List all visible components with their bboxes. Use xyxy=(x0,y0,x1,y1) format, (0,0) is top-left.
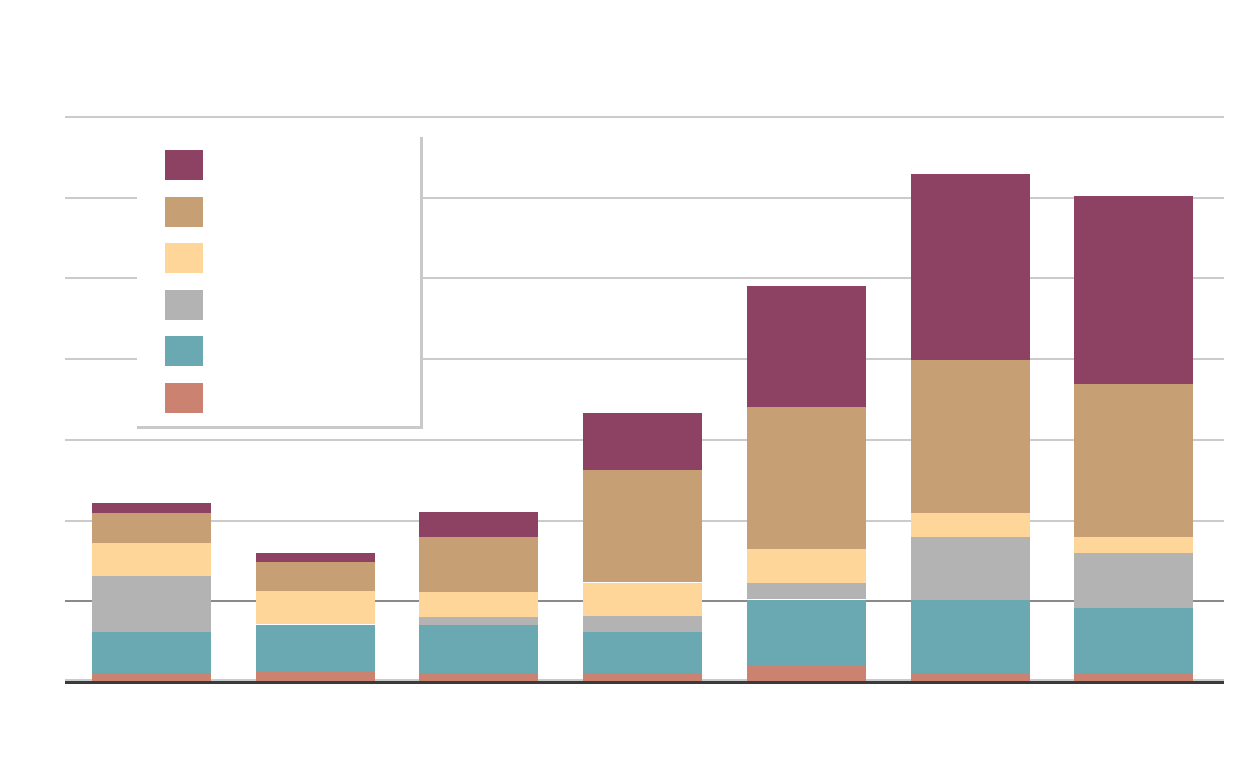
bar-segment-maroon-series xyxy=(910,174,1030,360)
stacked-bar xyxy=(746,0,866,681)
bar-segment-yellow-series xyxy=(255,591,375,625)
bar-segment-salmon-series xyxy=(1074,672,1194,681)
bar-segment-maroon-series xyxy=(419,511,539,537)
bar-segment-yellow-series xyxy=(92,543,211,577)
bar-segment-teal-series xyxy=(746,599,866,666)
bar-segment-yellow-series xyxy=(746,549,866,584)
bar-segment-tan-series xyxy=(1074,384,1194,538)
bar-segment-maroon-series xyxy=(92,503,211,514)
legend-swatch-tan-series xyxy=(165,196,203,227)
bar-segment-tan-series xyxy=(910,359,1030,514)
legend-swatch-maroon-series xyxy=(165,150,203,180)
bar-segment-salmon-series xyxy=(255,672,375,681)
bar-segment-salmon-series xyxy=(419,672,539,681)
bar-segment-maroon-series xyxy=(746,286,866,408)
bar-segment-teal-series xyxy=(419,625,539,673)
x-axis-line xyxy=(65,681,1224,684)
bar-segment-tan-series xyxy=(746,407,866,550)
bar-segment-teal-series xyxy=(255,624,375,673)
bar-segment-teal-series xyxy=(910,600,1030,673)
legend-swatch-salmon-series xyxy=(165,382,203,413)
stacked-bar xyxy=(92,0,211,681)
bar-segment-gray-series xyxy=(910,537,1030,601)
legend-swatch-yellow-series xyxy=(165,243,203,273)
stacked-bar xyxy=(255,0,375,681)
stacked-bar xyxy=(419,0,539,681)
bar-segment-maroon-series xyxy=(255,552,375,562)
bar-segment-gray-series xyxy=(419,617,539,626)
bar-segment-yellow-series xyxy=(1074,537,1194,553)
bar-segment-maroon-series xyxy=(1074,195,1194,384)
bar-segment-tan-series xyxy=(583,470,703,583)
bar-segment-yellow-series xyxy=(419,592,539,618)
bar-segment-tan-series xyxy=(255,561,375,592)
bar-segment-gray-series xyxy=(92,576,211,632)
bar-segment-salmon-series xyxy=(746,665,866,681)
stacked-bar xyxy=(1074,0,1194,681)
bar-segment-yellow-series xyxy=(583,582,703,616)
stacked-bar xyxy=(583,0,703,681)
bar-segment-salmon-series xyxy=(910,672,1030,681)
bar-segment-tan-series xyxy=(419,536,539,593)
bar-segment-tan-series xyxy=(92,513,211,543)
bar-segment-salmon-series xyxy=(92,672,211,681)
legend-swatch-gray-series xyxy=(165,289,203,320)
bar-segment-yellow-series xyxy=(910,513,1030,538)
legend-swatch-teal-series xyxy=(165,336,203,366)
legend xyxy=(137,137,423,429)
bar-segment-teal-series xyxy=(92,631,211,673)
bar-segment-teal-series xyxy=(1074,607,1194,673)
bar-segment-teal-series xyxy=(583,631,703,673)
stacked-bar xyxy=(910,0,1030,681)
bar-segment-gray-series xyxy=(746,583,866,600)
bar-segment-gray-series xyxy=(1074,552,1194,608)
bar-segment-gray-series xyxy=(583,615,703,632)
bar-segment-salmon-series xyxy=(583,672,703,681)
bar-segment-maroon-series xyxy=(583,413,703,471)
